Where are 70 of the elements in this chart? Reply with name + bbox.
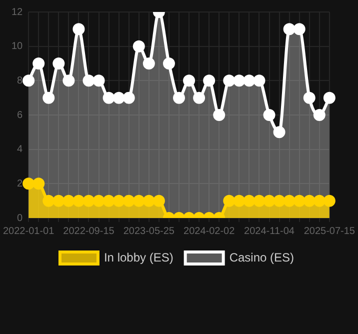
point [263, 109, 276, 121]
point [162, 58, 175, 70]
x-tick-label: 2022-01-01 [3, 226, 55, 237]
point [92, 74, 105, 87]
x-tick-label: 2025-07-15 [304, 226, 356, 237]
point [112, 92, 125, 104]
point [313, 109, 326, 121]
point [42, 194, 55, 207]
point [32, 178, 45, 190]
y-tick-label: 8 [17, 75, 24, 86]
point [303, 92, 316, 104]
point [193, 92, 206, 104]
point [102, 92, 115, 104]
x-tick-label: 2024-02-02 [184, 226, 236, 237]
point [253, 74, 266, 87]
point [303, 194, 316, 207]
point [122, 92, 135, 104]
point [213, 109, 226, 121]
point [263, 194, 276, 207]
legend-label: Casino (ES) [229, 250, 294, 264]
x-tick-label: 2022-09-15 [63, 226, 115, 237]
point [183, 74, 196, 87]
point [233, 74, 246, 87]
y-tick-label: 2 [17, 178, 24, 190]
point [42, 92, 55, 104]
point [283, 194, 296, 207]
point [253, 194, 266, 207]
point [273, 126, 286, 138]
point [52, 58, 65, 70]
point [293, 23, 306, 36]
point [223, 74, 236, 87]
point [82, 74, 95, 87]
point [122, 194, 135, 207]
y-tick-label: 0 [17, 212, 24, 224]
point [293, 194, 306, 207]
point [273, 194, 286, 207]
point [142, 194, 155, 207]
point [142, 58, 155, 70]
point [243, 74, 256, 87]
point [323, 194, 336, 207]
point [62, 194, 75, 207]
y-tick-label: 12 [11, 6, 24, 18]
point [223, 194, 236, 207]
point [313, 194, 326, 207]
point [152, 194, 165, 207]
point [243, 194, 256, 207]
y-tick-label: 6 [17, 110, 24, 121]
point [92, 194, 105, 207]
point [283, 23, 296, 36]
point [323, 92, 336, 104]
point [102, 194, 115, 207]
point [22, 178, 35, 190]
x-tick-label: 2024-11-04 [244, 226, 295, 237]
x-tick-label: 2023-05-25 [123, 226, 175, 237]
point [203, 74, 216, 87]
point [62, 74, 75, 87]
y-tick-label: 10 [11, 41, 24, 52]
point [173, 92, 185, 104]
point [132, 194, 145, 207]
point [72, 23, 85, 36]
point [82, 194, 95, 207]
point [112, 194, 125, 207]
point [72, 194, 85, 207]
point [233, 194, 246, 207]
y-tick-label: 4 [17, 144, 24, 156]
point [132, 40, 145, 52]
legend-label: In lobby (ES) [104, 250, 174, 264]
point [22, 74, 35, 87]
point [52, 194, 65, 207]
point [32, 58, 45, 70]
